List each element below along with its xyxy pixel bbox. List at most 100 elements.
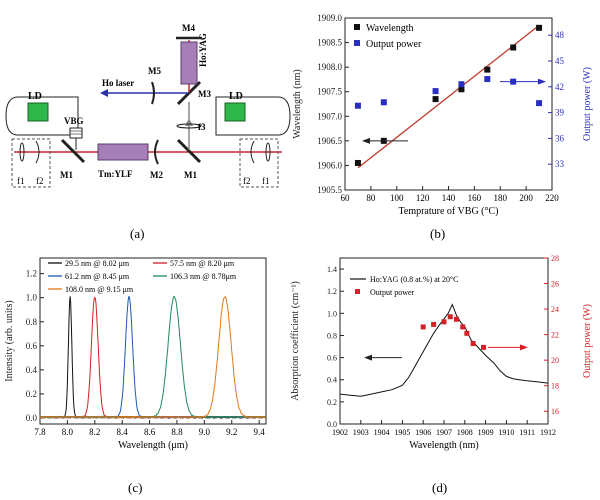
- ld-left: [27, 102, 49, 122]
- y-tick-label: 1907.5: [317, 87, 342, 97]
- y-tick-label: 0.6: [327, 354, 337, 363]
- y-tick-label: 0.0: [26, 413, 38, 423]
- output-power-point: [470, 341, 476, 347]
- y-tick-label: 1909.0: [317, 13, 342, 23]
- x-tick-label: 9.2: [226, 427, 237, 437]
- wavelength-point: [536, 24, 543, 31]
- legend-label: 108.0 nm @ 9.15 μm: [65, 285, 134, 294]
- legend-swatch-output-power: [355, 289, 360, 294]
- x-axis-label: Wavelength (nm): [409, 440, 478, 451]
- y-tick-label: 1906.5: [317, 136, 342, 146]
- output-power-point: [453, 316, 459, 322]
- wavelength-point: [484, 66, 491, 73]
- output-power-point: [536, 100, 543, 107]
- lens-f1-right: [265, 142, 271, 162]
- linear-fit-line: [357, 24, 540, 169]
- panel-a-label: (a): [130, 226, 144, 241]
- output-power-point: [380, 99, 387, 106]
- y2-tick-label: 28: [551, 254, 559, 263]
- wavelength-point: [432, 96, 439, 103]
- m4-label: M4: [182, 23, 195, 33]
- m5-label: M5: [148, 66, 161, 76]
- wavelength-point: [354, 159, 361, 166]
- x-tick-label: 140: [442, 193, 456, 203]
- vbg-element: [69, 127, 83, 139]
- x-tick-label: 9.4: [254, 427, 266, 437]
- x-tick-label: 120: [416, 193, 430, 203]
- x-tick-label: 8.2: [89, 427, 100, 437]
- right-arrow-icon: [538, 78, 546, 85]
- tm-ylf-crystal: [97, 143, 149, 161]
- right-pump-housing: [215, 96, 291, 136]
- y-tick-label: 1907.0: [317, 111, 342, 121]
- panel-c-chart: 7.8 8.0 8.2 8.4 8.6 8.8 9.0 9.2 9.4 0.0 0.2 0.4 0.6 0…: [4, 257, 267, 451]
- y2-axis-label: Output power (W): [582, 67, 593, 141]
- y-tick-label: 1905.5: [317, 185, 342, 195]
- output-power-point: [460, 324, 466, 330]
- x-axis-label: Wavelength (μm): [118, 440, 188, 451]
- y-tick-label: 1.0: [327, 309, 337, 318]
- y2-tick-label: 18: [551, 382, 559, 391]
- y2-tick-label: 48: [555, 30, 565, 40]
- y-axis-label: Wavelength (nm): [292, 69, 303, 138]
- spectrum-line: [39, 295, 267, 419]
- output-power-point: [458, 81, 465, 88]
- y-axis-label: Intensity (arb. units): [4, 300, 15, 381]
- left-pump-housing: [5, 96, 79, 136]
- y-tick-label: 0.8: [26, 317, 38, 327]
- y-tick-label: 0.4: [327, 376, 337, 385]
- y-tick-label: 1.4: [327, 265, 337, 274]
- m2-label: M2: [150, 170, 163, 180]
- y2-tick-label: 26: [551, 280, 559, 289]
- y2-axis-label: Output power (W): [582, 304, 593, 378]
- y-tick-label: 0.4: [26, 365, 38, 375]
- x-tick-label: 160: [468, 193, 482, 203]
- vbg-label: VBG: [64, 116, 84, 126]
- legend-label-output-power: Output power: [370, 288, 415, 297]
- lens-f2-right: [250, 140, 255, 164]
- x-tick-label: 9.0: [199, 427, 211, 437]
- x-tick-label: 1902: [332, 428, 348, 437]
- legend-label: 61.2 nm @ 8.45 μm: [65, 272, 130, 281]
- output-power-point: [481, 344, 487, 350]
- legend-swatch-output-power: [354, 40, 360, 46]
- x-tick-label: 60: [341, 193, 351, 203]
- output-power-point: [420, 324, 426, 330]
- ld-left-label: LD: [28, 91, 42, 102]
- ho-yag-label: Ho:YAG: [198, 33, 208, 67]
- absorption-line: [339, 303, 549, 397]
- mirror-m5: [151, 81, 155, 105]
- y-tick-label: 1908.0: [317, 62, 342, 72]
- plot-frame: [39, 257, 267, 425]
- x-tick-label: 1910: [498, 428, 514, 437]
- legend-label: 29.5 nm @ 8.02 μm: [65, 259, 130, 268]
- y2-tick-label: 22: [551, 331, 559, 340]
- output-power-point: [484, 76, 491, 83]
- f1-left-label: f1: [17, 176, 25, 186]
- output-power-point: [431, 321, 437, 327]
- tm-ylf-label: Tm:YLF: [98, 169, 133, 179]
- x-tick-label: 1907: [436, 428, 452, 437]
- y-axis-label: Absorption coefficient (cm⁻¹): [290, 281, 301, 401]
- y-tick-label: 0.8: [327, 331, 337, 340]
- y2-tick-label: 36: [555, 133, 565, 143]
- x-tick-label: 1906: [415, 428, 431, 437]
- mirror-m1-left: [60, 138, 86, 164]
- legend-label-output-power: Output power: [366, 39, 422, 50]
- lens-box-left: [11, 138, 51, 188]
- panel-b-chart: 60 80 100 120 140 160 180 200 220 1905.5 1906.0 190…: [292, 13, 593, 217]
- right-arrow-icon: [520, 344, 528, 351]
- panel-c-label: (c): [128, 480, 142, 495]
- mirror-m1-right: [176, 138, 202, 164]
- y-tick-label: 0.2: [327, 398, 337, 407]
- y-tick-label: 1.2: [327, 287, 337, 296]
- y2-tick-label: 20: [551, 356, 559, 365]
- x-axis-label: Temprature of VBG (°C): [398, 206, 498, 217]
- wavelength-point: [458, 86, 465, 93]
- legend-swatch-wavelength: [354, 24, 360, 30]
- f1-right-label: f1: [262, 176, 270, 186]
- x-tick-label: 220: [545, 193, 559, 203]
- up-arrow-icon: [185, 118, 193, 126]
- output-power-point: [447, 314, 453, 320]
- f2-left-label: f2: [36, 176, 44, 186]
